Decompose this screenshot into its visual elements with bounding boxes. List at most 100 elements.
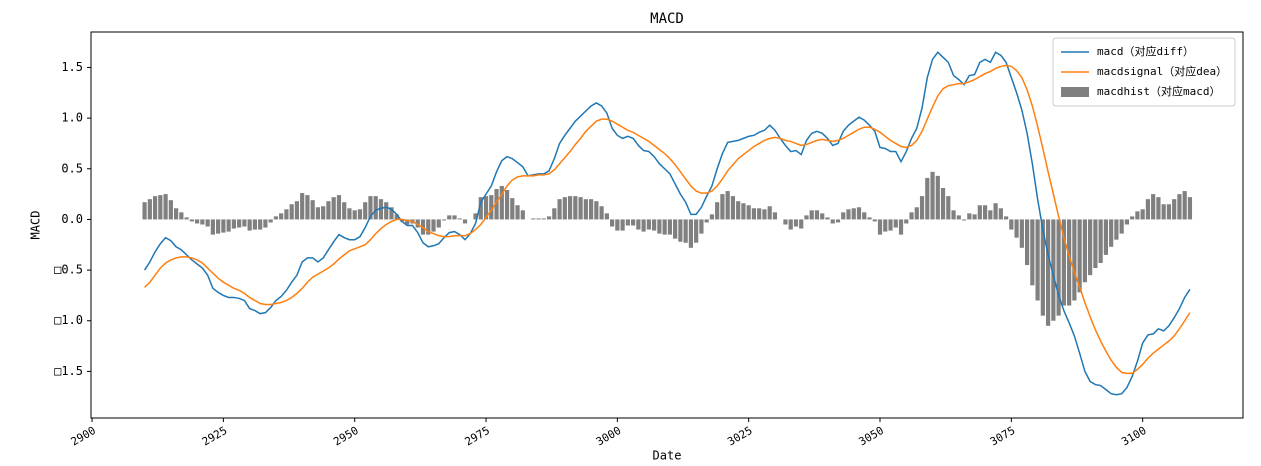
legend-swatch xyxy=(1061,87,1089,97)
hist-bar xyxy=(510,198,515,220)
hist-bar xyxy=(331,197,336,220)
hist-bar xyxy=(268,219,273,223)
hist-bar xyxy=(168,200,173,220)
hist-bar xyxy=(799,219,804,229)
hist-bar xyxy=(636,219,641,230)
hist-bar xyxy=(904,219,909,224)
hist-bar xyxy=(189,219,194,222)
hist-bar xyxy=(935,175,940,220)
hist-bar xyxy=(1046,219,1051,326)
hist-bar xyxy=(163,194,168,220)
hist-bar xyxy=(625,219,630,226)
hist-bar xyxy=(541,218,546,220)
hist-bar xyxy=(336,195,342,220)
hist-bar xyxy=(152,196,158,220)
legend-label: macd（对应diff） xyxy=(1097,44,1194,58)
hist-bar xyxy=(673,219,678,239)
hist-bar xyxy=(1009,219,1014,230)
hist-bar xyxy=(494,189,499,220)
legend-label: macdhist（对应macd） xyxy=(1097,84,1220,98)
hist-bar xyxy=(415,219,420,228)
legend-box xyxy=(1052,37,1236,107)
hist-bar xyxy=(1040,219,1045,316)
hist-bar xyxy=(357,209,363,220)
hist-bar xyxy=(1019,219,1024,248)
hist-bar xyxy=(956,215,961,220)
hist-bar xyxy=(704,219,709,223)
hist-bar xyxy=(578,197,583,220)
hist-bar xyxy=(279,213,284,220)
hist-bar xyxy=(846,209,851,220)
hist-bar xyxy=(972,214,977,220)
hist-bar xyxy=(1114,219,1119,240)
hist-bar xyxy=(709,214,715,220)
hist-bar xyxy=(599,206,604,220)
hist-bar xyxy=(499,185,504,220)
line xyxy=(143,51,1191,396)
hist-bar xyxy=(930,171,935,220)
hist-bar xyxy=(814,210,820,220)
hist-bar xyxy=(447,215,452,220)
hist-bar xyxy=(715,202,720,220)
hist-bar xyxy=(751,208,757,220)
hist-bar xyxy=(820,213,825,220)
hist-bar xyxy=(825,217,830,220)
hist-bar xyxy=(762,209,767,220)
hist-bar xyxy=(746,205,751,220)
hist-bar xyxy=(951,210,956,220)
hist-bar xyxy=(1151,194,1156,220)
hist-bar xyxy=(804,215,809,220)
hist-bar xyxy=(998,208,1003,220)
hist-bar xyxy=(667,219,672,235)
hist-bar xyxy=(546,216,552,220)
hist-bar xyxy=(310,200,315,220)
hist-bar xyxy=(326,201,331,220)
hist-bar xyxy=(457,218,462,220)
hist-bar xyxy=(730,196,736,220)
hist-bar xyxy=(373,196,378,220)
hist-bar xyxy=(1130,216,1135,220)
hist-bar xyxy=(531,218,536,220)
hist-bar xyxy=(504,190,510,220)
hist-bar xyxy=(200,219,205,225)
hist-bar xyxy=(221,219,226,233)
hist-bar xyxy=(284,209,289,220)
hist-bar xyxy=(1103,219,1108,255)
hist-bar xyxy=(263,219,268,228)
hist-bar xyxy=(342,202,347,220)
hist-bar xyxy=(305,195,310,220)
hist-bar xyxy=(867,217,872,220)
x-axis-label: Date xyxy=(653,449,682,463)
hist-bar xyxy=(195,219,200,224)
hist-bar xyxy=(242,219,247,227)
hist-bar xyxy=(1072,219,1077,301)
hist-bar xyxy=(352,210,357,220)
hist-bar xyxy=(888,219,893,231)
hist-bar xyxy=(862,212,867,220)
hist-bar xyxy=(1088,219,1093,276)
chart-title: MACD xyxy=(650,11,684,27)
hist-bar xyxy=(1145,199,1151,220)
hist-bar xyxy=(573,196,578,220)
hist-bar xyxy=(699,219,704,234)
hist-bar xyxy=(273,216,279,220)
hist-bar xyxy=(184,217,189,220)
hist-bar xyxy=(557,199,562,220)
hist-bar xyxy=(946,196,951,220)
hist-bar xyxy=(856,207,862,220)
hist-bar xyxy=(793,219,799,227)
hist-bar xyxy=(872,219,877,222)
hist-bar xyxy=(158,195,163,220)
hist-bar xyxy=(883,219,888,232)
hist-bar xyxy=(757,208,762,220)
hist-bar xyxy=(478,197,483,220)
hist-bar xyxy=(594,201,599,220)
hist-bar xyxy=(289,204,294,220)
hist-bar xyxy=(147,199,152,220)
hist-bar xyxy=(462,219,468,224)
hist-bar xyxy=(363,202,368,220)
hist-bar xyxy=(473,213,478,220)
hist-bar xyxy=(179,212,184,220)
hist-bar xyxy=(977,205,982,220)
